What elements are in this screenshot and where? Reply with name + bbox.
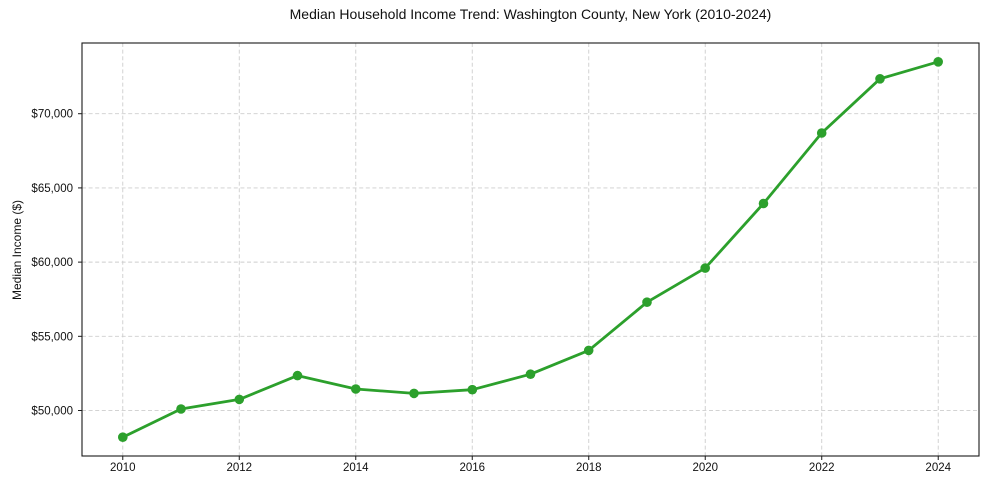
data-point-marker xyxy=(292,370,303,381)
x-tick-label: 2024 xyxy=(925,462,951,474)
data-point-marker xyxy=(409,388,419,399)
y-tick-label: $50,000 xyxy=(31,406,73,418)
x-tick-label: 2012 xyxy=(226,462,252,474)
data-point-marker xyxy=(525,369,536,380)
data-point-marker xyxy=(234,394,245,405)
data-point-marker xyxy=(176,404,186,414)
chart-title: Median Household Income Trend: Washingto… xyxy=(289,6,772,22)
data-point-marker xyxy=(875,74,885,84)
x-tick-label: 2022 xyxy=(809,462,835,474)
data-point-marker xyxy=(642,297,652,308)
y-tick-label: $65,000 xyxy=(31,183,73,195)
series-layer xyxy=(118,57,943,443)
data-point-marker xyxy=(700,263,710,273)
data-point-marker xyxy=(583,345,594,356)
x-tick-label: 2014 xyxy=(343,462,369,474)
trend-line xyxy=(121,60,940,439)
data-point-marker xyxy=(467,384,478,395)
grid-layer xyxy=(82,43,979,456)
data-point-marker xyxy=(933,57,943,67)
plot-border xyxy=(81,42,980,457)
y-tick-label: $70,000 xyxy=(31,109,73,121)
x-tick-label: 2020 xyxy=(692,462,718,474)
data-point-marker xyxy=(816,128,827,138)
y-tick-label: $60,000 xyxy=(31,257,73,269)
y-tick-label: $55,000 xyxy=(31,331,73,343)
data-point-marker xyxy=(118,432,128,443)
x-tick-label: 2018 xyxy=(576,462,602,474)
data-point-marker xyxy=(758,198,769,209)
x-tick-label: 2010 xyxy=(110,462,136,474)
data-point-marker xyxy=(351,384,361,394)
axis-layer: 2010 2012 2014 2016 2018 2020 2022 2024 $50,000 $… xyxy=(31,42,980,474)
x-tick-label: 2016 xyxy=(459,462,485,474)
